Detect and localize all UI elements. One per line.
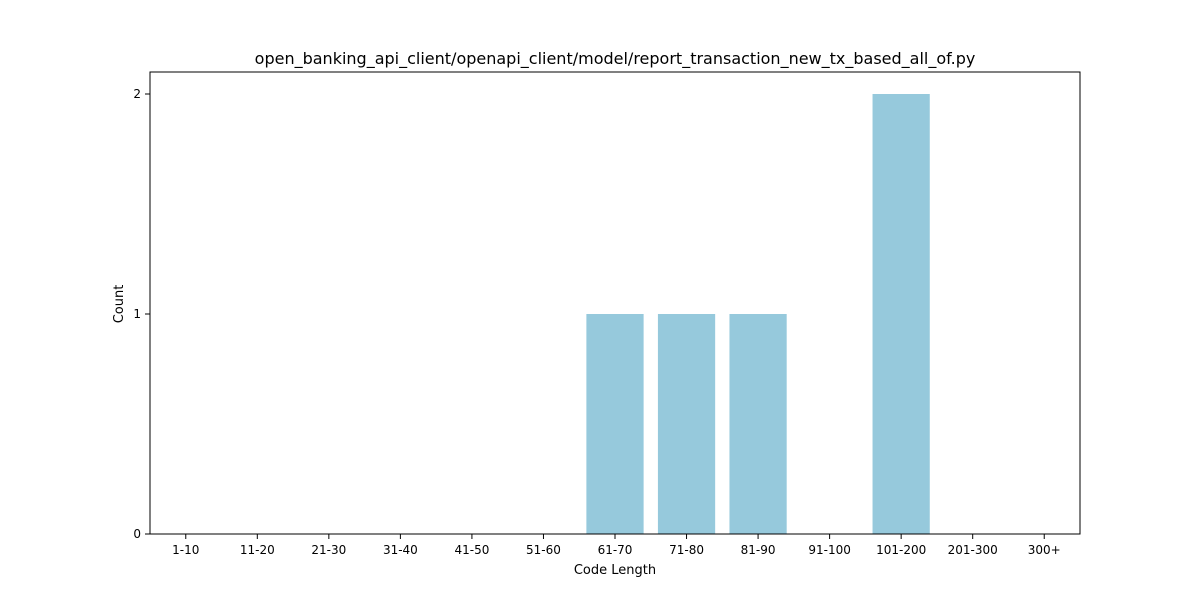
plot-area: 1-10 11-20 21-30 31-40 41-50 51-60 61-70 71-80 8… (133, 71, 1081, 557)
y-axis-label: Count (112, 285, 127, 324)
x-tick-label-1-10: 1-10 (172, 543, 199, 557)
chart-title: open_banking_api_client/openapi_client/m… (255, 49, 976, 69)
x-tick-label-101-200: 101-200 (876, 543, 926, 557)
bar-71-80 (657, 314, 716, 534)
x-tick-label-11-20: 11-20 (240, 543, 275, 557)
x-tick-label-41-50: 41-50 (454, 543, 489, 557)
x-tick-label-31-40: 31-40 (383, 543, 418, 557)
bar-61-70 (586, 314, 644, 534)
x-tick-label-21-30: 21-30 (311, 543, 346, 557)
x-tick-label-201-300: 201-300 (948, 543, 998, 557)
x-axis-label: Code Length (574, 563, 656, 578)
y-tick-label-1: 1 (133, 307, 141, 321)
bar-81-90 (729, 314, 787, 534)
y-tick-label-2: 2 (133, 87, 141, 101)
x-tick-label-91-100: 91-100 (808, 543, 851, 557)
x-tick-label-71-80: 71-80 (669, 543, 704, 557)
x-tick-label-61-70: 61-70 (598, 543, 633, 557)
x-tick-label-81-90: 81-90 (741, 543, 776, 557)
x-tick-label-300+: 300+ (1028, 543, 1061, 557)
y-tick-label-0: 0 (133, 527, 141, 541)
bar-101-200 (872, 94, 930, 534)
x-tick-label-51-60: 51-60 (526, 543, 561, 557)
